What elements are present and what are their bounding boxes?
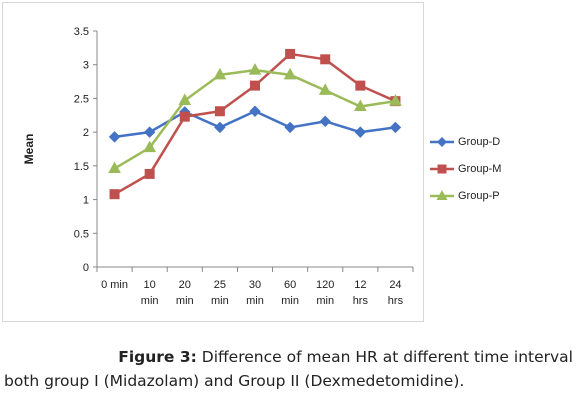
x-tick-label-line2: hrs: [388, 295, 404, 307]
x-tick-label-line2: min: [316, 295, 334, 307]
x-tick-label: 25: [214, 279, 226, 291]
x-tick-label: 24: [389, 279, 401, 291]
data-point-group-m: [285, 48, 296, 59]
y-tick-label: 3: [83, 60, 89, 72]
x-tick-label: 0 min: [101, 279, 128, 291]
y-tick-label: 1.5: [74, 161, 89, 173]
y-tick-label: 1: [83, 195, 89, 207]
caption-line-1: Figure 3: Difference of mean HR at diffe…: [0, 345, 579, 369]
x-tick-label: 20: [179, 279, 191, 291]
data-point-group-p: [108, 161, 121, 174]
data-point-group-m: [144, 168, 155, 179]
data-point-group-m: [355, 80, 366, 91]
legend-marker-group-d: [437, 137, 447, 147]
caption-figure-label: Figure 3:: [118, 348, 197, 366]
caption-line-1-text: Difference of mean HR at different time …: [196, 348, 573, 366]
line-chart: 0 0.5 1 1.5 2 2.5 3 3.5 0 min 10 min 20 min 25 min 30 mi…: [22, 26, 414, 307]
data-point-group-m: [109, 189, 120, 200]
x-tick-label-line2: min: [176, 295, 194, 307]
x-tick-label: 30: [249, 279, 261, 291]
x-tick-label: 12: [354, 279, 366, 291]
data-point-group-p: [248, 63, 262, 75]
data-point-group-m: [250, 80, 260, 91]
x-tick-label-line2: hrs: [353, 295, 369, 307]
data-point-group-d: [284, 121, 296, 134]
data-point-group-d: [143, 126, 156, 138]
x-tick-label-line2: min: [211, 295, 229, 307]
x-tick-label: 10: [144, 279, 156, 291]
x-tick-label: 120: [316, 279, 334, 291]
data-point-group-d: [108, 131, 121, 143]
y-tick-label: 2: [83, 127, 89, 139]
y-tick-label: 3.5: [74, 26, 89, 38]
data-point-group-d: [249, 105, 261, 117]
y-tick-label: 0: [83, 262, 89, 274]
legend-marker-group-p: [436, 190, 448, 200]
data-point-group-m: [214, 106, 225, 117]
x-tick-label-line2: min: [246, 295, 264, 307]
data-point-group-p: [143, 140, 157, 153]
x-tick-label: 60: [284, 279, 296, 291]
x-tick-label-line2: min: [281, 295, 299, 307]
data-point-group-d: [319, 115, 331, 128]
figure-caption: Figure 3: Difference of mean HR at diffe…: [0, 345, 579, 393]
y-tick-label: 0.5: [74, 228, 89, 240]
data-point-group-p: [318, 83, 332, 95]
data-point-group-p: [353, 99, 367, 112]
y-tick-label: 2.5: [74, 93, 89, 105]
x-tick-label-line2: min: [141, 295, 159, 307]
data-point-group-m: [320, 54, 331, 65]
data-point-group-m: [179, 111, 190, 122]
data-point-group-p: [178, 93, 192, 105]
caption-line-2: both group I (Midazolam) and Group II (D…: [4, 372, 465, 390]
data-point-group-p: [389, 94, 402, 106]
y-axis-label: Mean: [22, 134, 36, 165]
data-point-group-d: [354, 126, 367, 138]
data-point-group-p: [213, 67, 227, 80]
legend-symbols: [430, 137, 454, 200]
legend-marker-group-m: [437, 164, 447, 174]
data-point-group-d: [214, 121, 226, 134]
chart-area: 0 0.5 1 1.5 2 2.5 3 3.5 0 min 10 min 20 min 25 min 30 mi…: [2, 2, 424, 322]
data-point-group-d: [389, 121, 402, 134]
data-point-group-p: [283, 67, 297, 80]
